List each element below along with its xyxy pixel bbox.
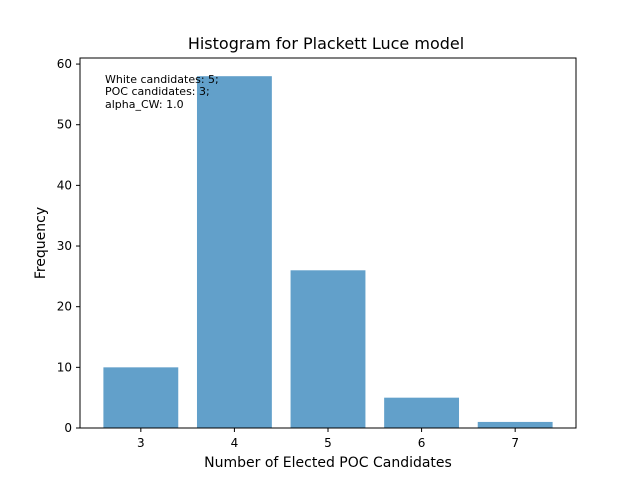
x-axis-label: Number of Elected POC Candidates [204, 455, 452, 471]
y-axis-ticks: 0 10 20 30 40 50 60 [57, 57, 80, 435]
chart-title: Histogram for Plackett Luce model [188, 34, 464, 53]
bar-7 [477, 421, 553, 428]
y-tick-label: 0 [64, 421, 72, 435]
y-tick-label: 10 [57, 360, 72, 374]
x-tick-label: 3 [137, 436, 145, 450]
annotation-box: White candidates: 5; POC candidates: 3; … [105, 73, 219, 111]
y-tick-label: 30 [57, 239, 72, 253]
annotation-line-poc: POC candidates: 3; [105, 85, 210, 98]
x-tick-label: 6 [418, 436, 426, 450]
bar-4 [196, 76, 272, 429]
y-axis-label: Frequency [33, 207, 49, 279]
y-tick-label: 40 [57, 178, 72, 192]
annotation-line-alpha: alpha_CW: 1.0 [105, 98, 184, 111]
plot-frame [79, 57, 577, 429]
y-tick-label: 60 [57, 57, 72, 71]
x-tick-label: 4 [231, 436, 239, 450]
bar-6 [384, 397, 460, 428]
annotation-line-white: White candidates: 5; [105, 73, 219, 86]
bar-5 [290, 270, 366, 428]
y-tick-label: 50 [57, 118, 72, 132]
x-tick-label: 5 [324, 436, 332, 450]
y-tick-label: 20 [57, 300, 72, 314]
bars-group [103, 76, 553, 429]
x-axis-ticks: 3 4 5 6 7 [137, 428, 519, 450]
x-tick-label: 7 [511, 436, 519, 450]
bar-3 [103, 367, 179, 428]
